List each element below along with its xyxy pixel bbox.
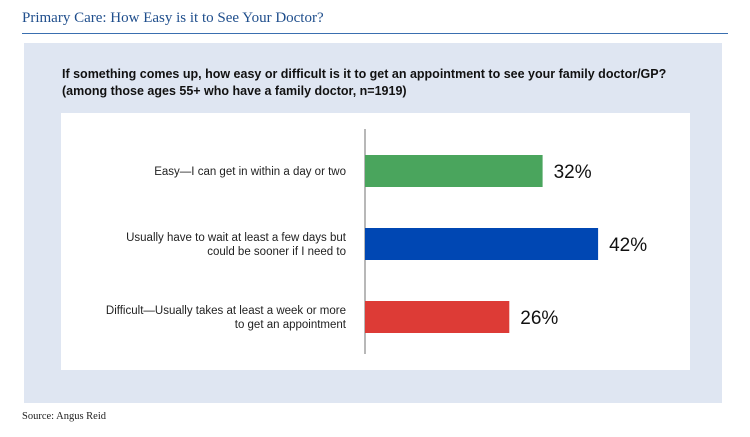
title-divider [22, 33, 728, 34]
bar-1 [365, 155, 543, 187]
source-note: Source: Angus Reid [22, 411, 106, 422]
value-label-3: 26% [520, 308, 558, 329]
bar-3 [365, 301, 510, 333]
category-label-3-line-1: Difficult—Usually takes at least a week … [106, 305, 346, 317]
category-label-2-line-1: Usually have to wait at least a few days… [126, 232, 347, 244]
page-title: Primary Care: How Easy is it to See Your… [22, 10, 324, 26]
question-subtext: (among those ages 55+ who have a family … [62, 84, 407, 98]
category-label-3-line-2: to get an appointment [235, 319, 347, 331]
category-label-2-line-2: could be sooner if I need to [207, 246, 346, 258]
bar-2 [365, 228, 599, 260]
value-label-1: 32% [554, 162, 592, 183]
plot-area: 32% Easy—I can get in within a day or two… [61, 113, 690, 370]
bar-chart: 32% Easy—I can get in within a day or two… [106, 129, 647, 354]
value-label-2: 42% [609, 235, 647, 256]
category-label-1-line-1: Easy—I can get in within a day or two [154, 166, 346, 178]
question-text: If something comes up, how easy or diffi… [62, 67, 667, 81]
survey-question: If something comes up, how easy or diffi… [62, 66, 702, 100]
